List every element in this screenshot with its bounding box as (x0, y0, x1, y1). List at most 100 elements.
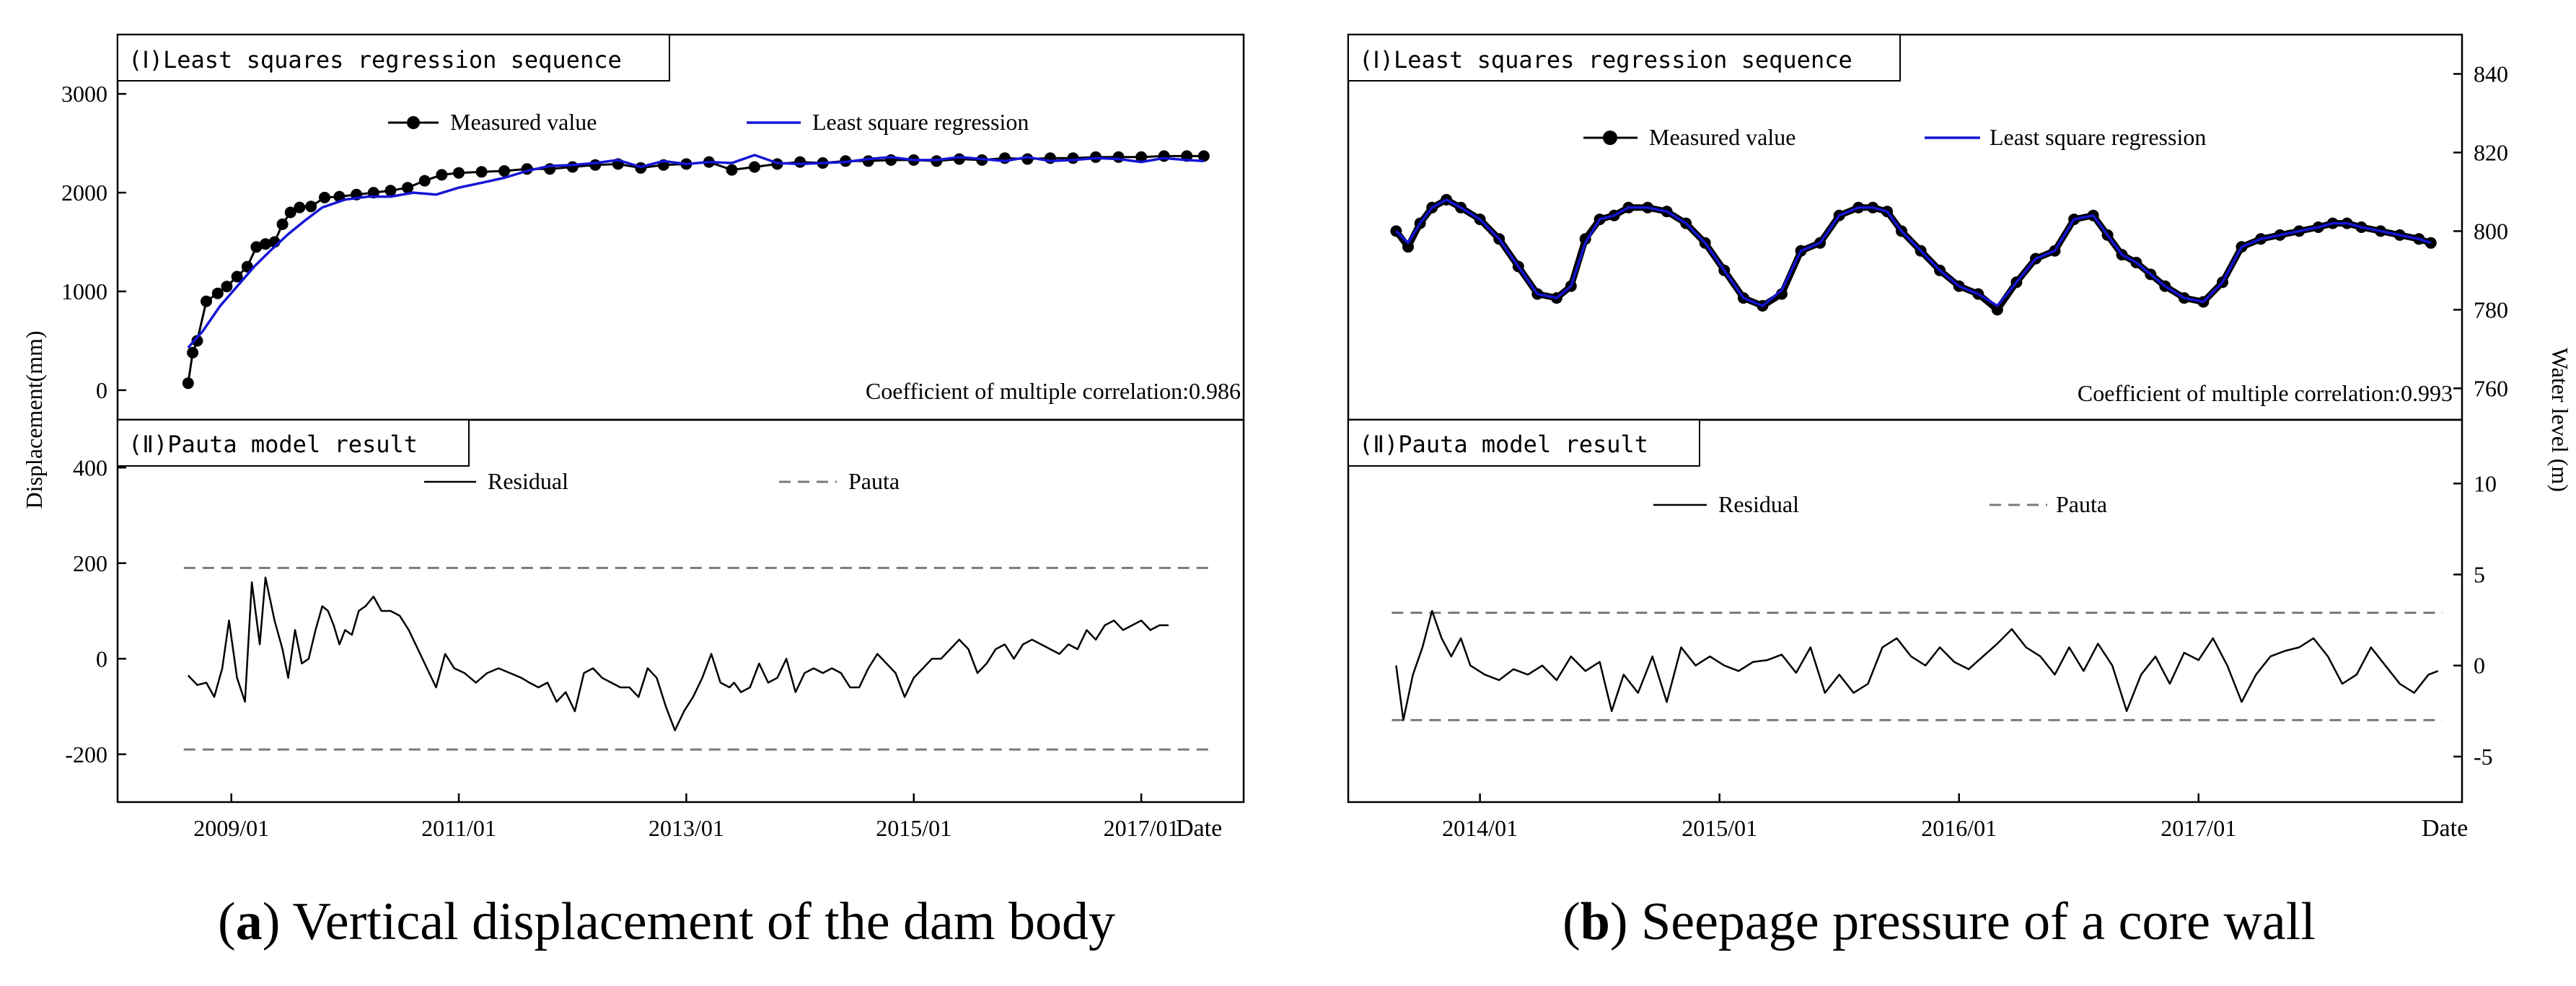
panel-a-bottom-title-box (117, 419, 470, 467)
measured-value-point (221, 281, 233, 293)
legend-residual-label: Residual (488, 468, 568, 494)
measured-value-point (250, 241, 263, 253)
panel-a-bottom-frame (116, 418, 1245, 804)
panel-a-bottom-title: (Ⅱ)Pauta model result (128, 431, 418, 458)
panel-b-correlation-note: Coefficient of multiple correlation:0.99… (2078, 380, 2453, 406)
panel-b-bottom-frame (1347, 418, 2463, 804)
y-tick-label: 2000 (61, 180, 107, 206)
measured-value-point (475, 166, 488, 178)
measured-value-point (436, 169, 448, 181)
measured-value-point (402, 182, 414, 194)
panel-b: (Ⅰ)Least squares regression sequence (Ⅱ)… (1347, 33, 2573, 951)
y-tick-label: 5 (2474, 562, 2485, 588)
legend-measured-marker (407, 116, 420, 129)
panel-a-y-axis-label: Displacement(mm) (21, 330, 47, 509)
panel-b-bottom-title-box (1348, 419, 1700, 467)
measured-value-point (187, 346, 199, 358)
measured-value-point (284, 206, 296, 219)
residual-line (1395, 609, 2439, 721)
measured-value-point (1112, 151, 1125, 163)
measured-value-point (749, 161, 760, 173)
panel-b-top-title-box (1348, 34, 1901, 82)
panel-a-top-title: (Ⅰ)Least squares regression sequence (128, 46, 622, 74)
measured-value-line (187, 154, 1204, 384)
measured-value-point (384, 185, 397, 197)
measured-value-point (211, 287, 224, 299)
panel-b-top-y-ticks: 760 780 800 820 840 (2453, 61, 2508, 401)
panel-b-bottom-legend: Residual Pauta (1653, 491, 2107, 517)
x-tick-label: 2015/01 (876, 815, 951, 841)
measured-value-point (260, 238, 271, 250)
x-tick-label: 2016/01 (1921, 815, 1997, 841)
panel-b-bottom-series (1392, 609, 2443, 721)
x-tick-label: 2017/01 (1104, 815, 1179, 841)
legend-pauta-label: Pauta (848, 468, 900, 494)
measured-value-point (453, 167, 465, 179)
measured-value-point (498, 165, 511, 177)
panel-a-bottom-series (183, 566, 1208, 751)
y-tick-label: 1000 (61, 278, 107, 304)
measured-value-point (726, 164, 738, 176)
y-tick-label: 800 (2474, 218, 2508, 244)
x-tick-label: 2011/01 (421, 815, 496, 841)
measured-value-point (566, 161, 579, 173)
measured-value-point (1991, 304, 2003, 316)
panel-a-bottom-y-ticks: -200 0 200 400 (65, 454, 126, 767)
y-tick-label: -200 (65, 741, 107, 767)
panel-b-caption-text: Seepage pressure of a core wall (1641, 892, 2316, 951)
measured-value-point (794, 156, 806, 168)
measured-value-point (276, 218, 289, 230)
y-tick-label: -5 (2474, 744, 2493, 770)
measured-value-point (1402, 241, 1414, 253)
measured-value-point (191, 335, 203, 347)
legend-regression-label: Least square regression (1990, 124, 2206, 150)
y-tick-label: 760 (2474, 375, 2508, 401)
x-tick-label: 2009/01 (193, 815, 269, 841)
measured-value-point (1135, 151, 1148, 163)
panel-a-caption-letter: a (236, 892, 263, 951)
panel-a-top-legend: Measured value Least square regression (388, 109, 1029, 135)
y-tick-label: 400 (73, 454, 107, 480)
panel-a-top-title-box (117, 34, 670, 82)
measured-value-point (1067, 152, 1079, 164)
measured-value-point (589, 159, 602, 171)
y-tick-label: 0 (2474, 653, 2485, 679)
y-tick-label: 840 (2474, 61, 2508, 87)
measured-value-line (1393, 196, 2432, 313)
y-tick-label: 0 (96, 377, 107, 403)
legend-measured-marker (1603, 131, 1617, 145)
panel-a-top-y-ticks: 0 1000 2000 3000 (61, 81, 126, 403)
measured-value-point (418, 175, 431, 187)
x-tick-label: 2013/01 (649, 815, 724, 841)
legend-residual-label: Residual (1718, 491, 1799, 517)
measured-value-point (201, 295, 212, 307)
panel-b-top-title: (Ⅰ)Least squares regression sequence (1359, 46, 1852, 74)
y-tick-label: 0 (96, 646, 107, 672)
measured-value-point (1021, 153, 1034, 165)
least-square-regression-line (187, 154, 1204, 349)
measured-value-point (294, 201, 306, 214)
x-tick-label: 2015/01 (1682, 815, 1757, 841)
panel-b-top-legend: Measured value Least square regression (1583, 124, 2206, 150)
y-tick-label: 3000 (61, 81, 107, 107)
legend-measured-label: Measured value (450, 109, 597, 135)
measured-value-point (862, 155, 874, 167)
x-tick-label: 2017/01 (2160, 815, 2236, 841)
panel-b-caption-letter: b (1581, 892, 1610, 951)
panel-a-x-ticks: 2009/01 2011/01 2013/01 2015/01 2017/01 (193, 793, 1179, 841)
panel-a-correlation-note: Coefficient of multiple correlation:0.98… (866, 378, 1241, 404)
x-tick-label: 2014/01 (1442, 815, 1518, 841)
y-tick-label: 10 (2474, 470, 2497, 496)
legend-regression-label: Least square regression (812, 109, 1029, 135)
panel-a-caption-text: Vertical displacement of the dam body (293, 892, 1115, 951)
legend-measured-label: Measured value (1649, 124, 1795, 150)
panel-b-top-series (1390, 193, 2437, 316)
panel-a-caption: (a) Vertical displacement of the dam bod… (218, 892, 1115, 951)
measured-value-point (953, 153, 965, 165)
panel-a-top-series (182, 150, 1210, 389)
panel-b-x-ticks: 2014/01 2015/01 2016/01 2017/01 (1442, 793, 2236, 841)
panel-a: (Ⅰ)Least squares regression sequence (Ⅱ)… (21, 33, 1245, 951)
measured-value-point (1197, 150, 1210, 162)
measured-value-point (1158, 150, 1170, 162)
